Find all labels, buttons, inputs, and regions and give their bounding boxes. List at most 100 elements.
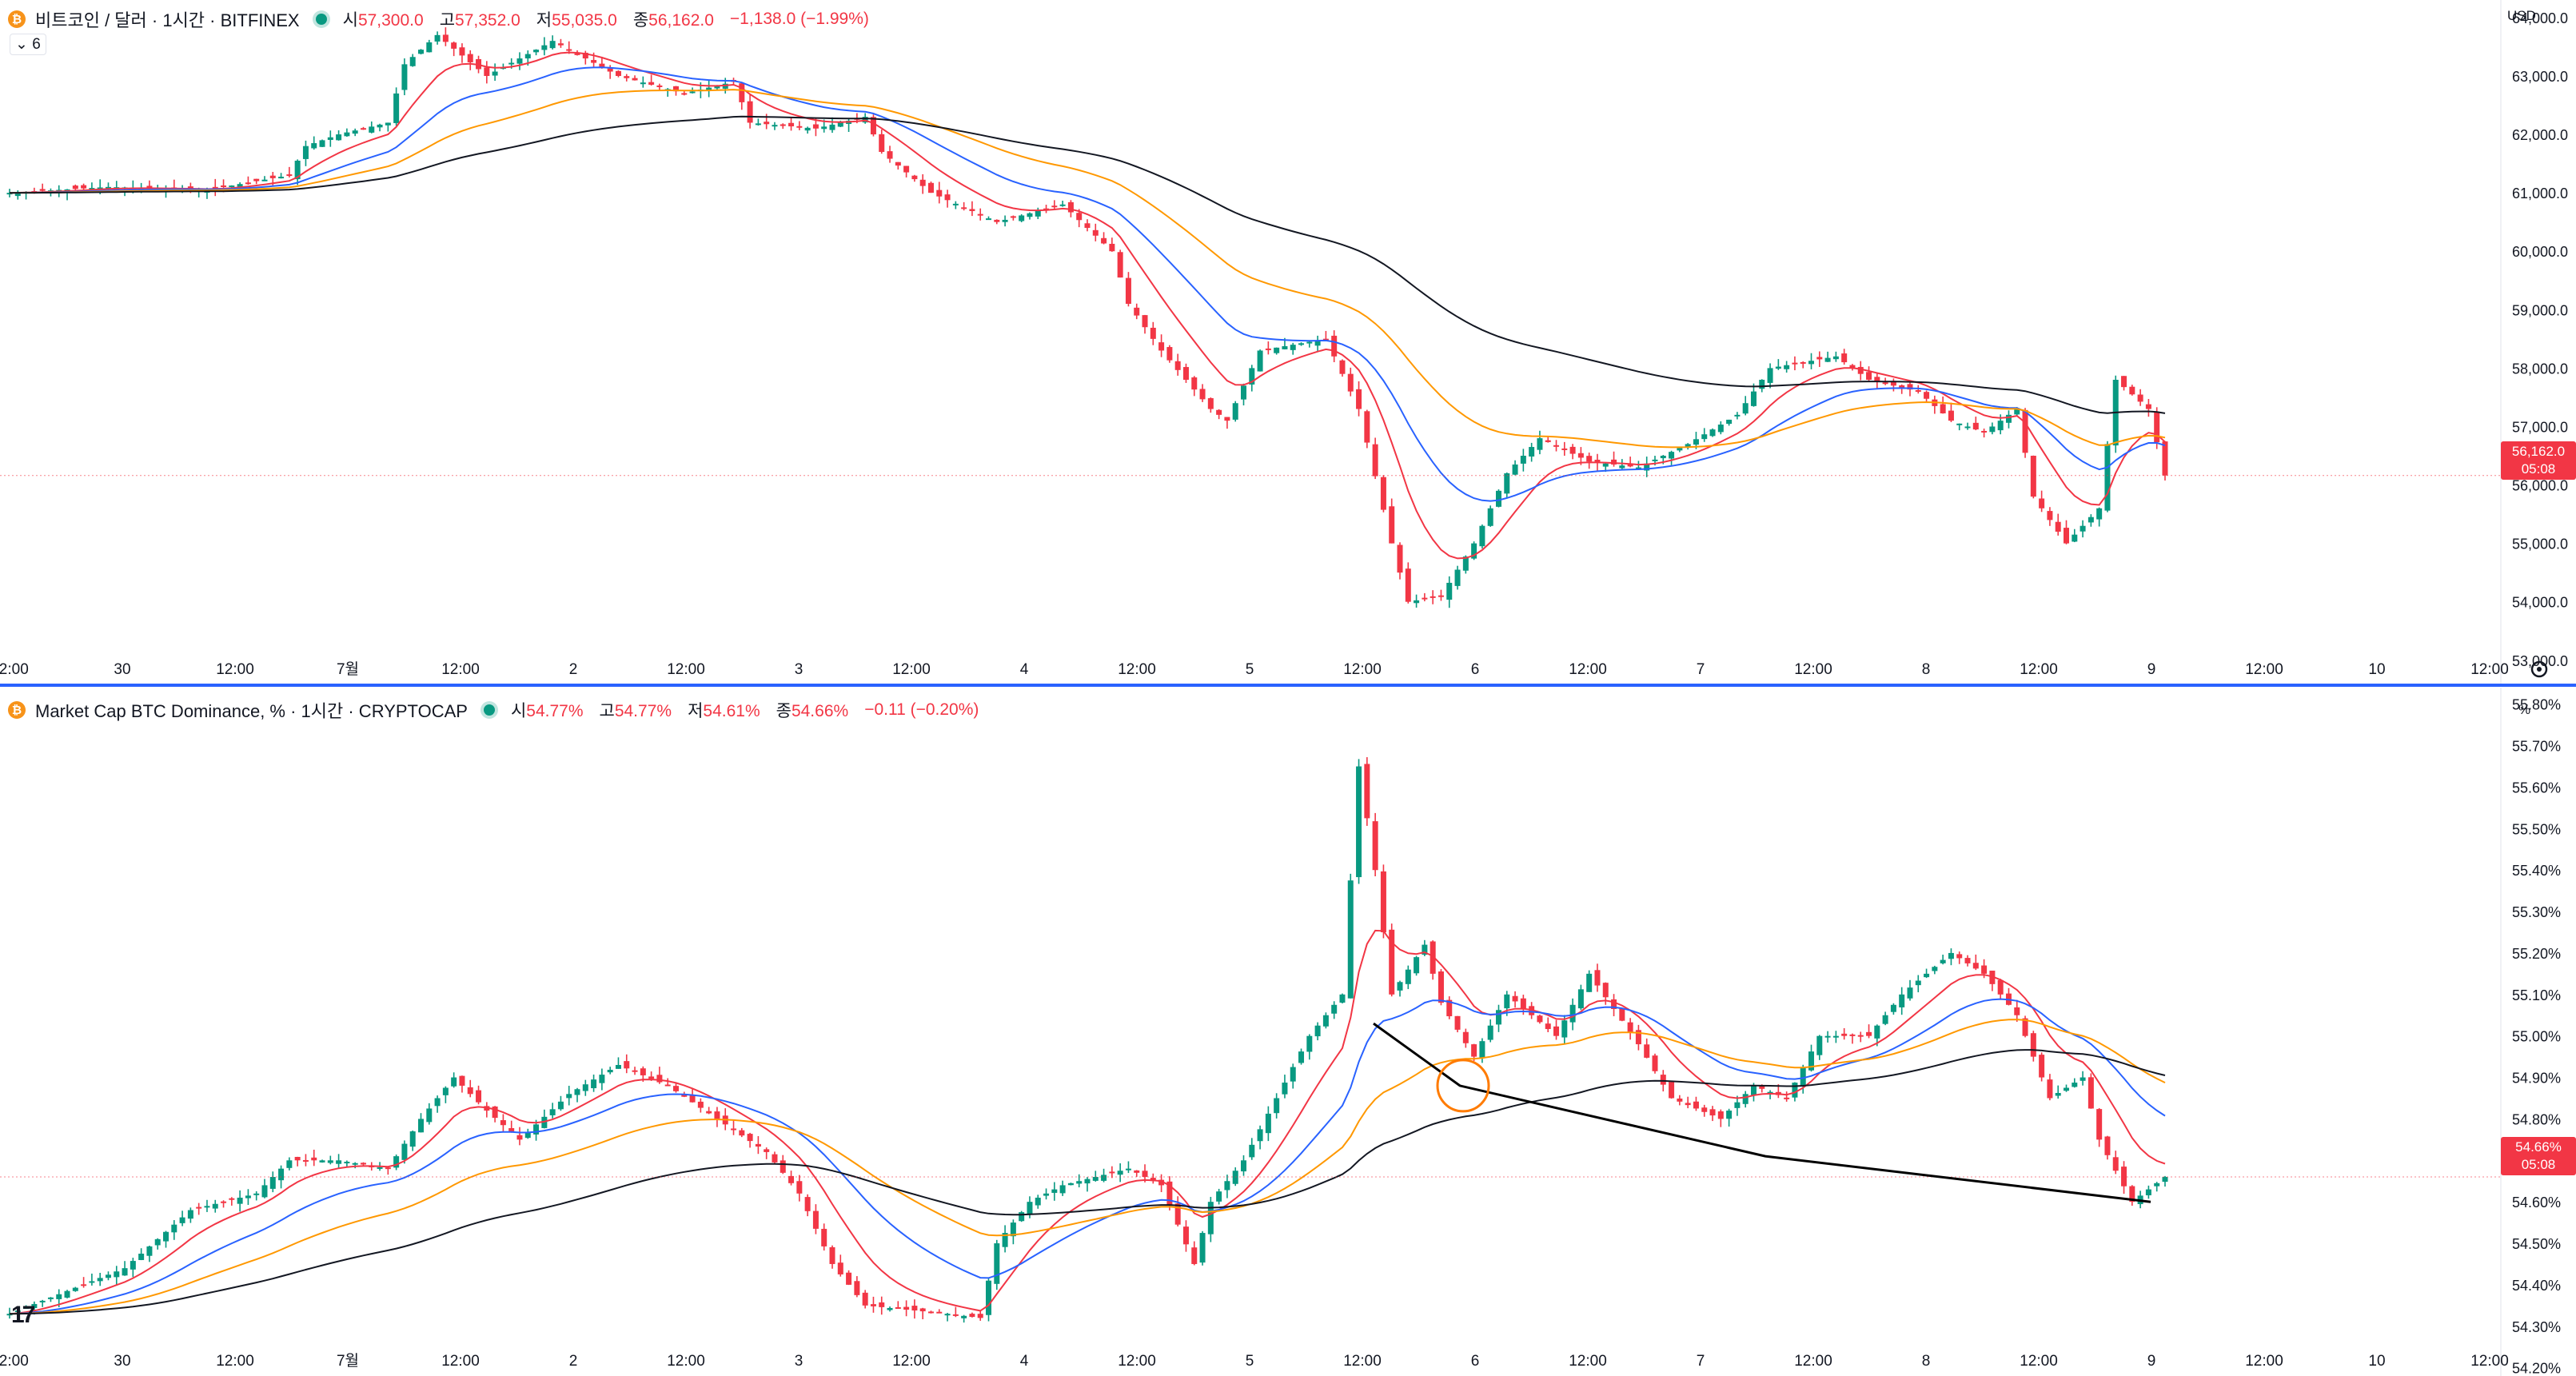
- candle-body[interactable]: [681, 1094, 688, 1097]
- candle-body[interactable]: [1487, 508, 1493, 526]
- candle-body[interactable]: [409, 57, 416, 66]
- candle-body[interactable]: [2055, 521, 2061, 532]
- candle-body[interactable]: [780, 124, 786, 126]
- candle-body[interactable]: [1027, 1202, 1033, 1215]
- candle-body[interactable]: [1471, 543, 1477, 559]
- candle-body[interactable]: [269, 175, 276, 178]
- candle-body[interactable]: [401, 1143, 408, 1160]
- candle-body[interactable]: [2047, 511, 2053, 520]
- candle-body[interactable]: [451, 1077, 457, 1087]
- candle-body[interactable]: [1339, 994, 1346, 1003]
- candle-body[interactable]: [369, 126, 375, 133]
- candle-body[interactable]: [1520, 456, 1526, 464]
- candle-body[interactable]: [327, 137, 333, 141]
- candle-body[interactable]: [895, 162, 901, 166]
- candle-body[interactable]: [731, 1128, 737, 1131]
- candle-body[interactable]: [2039, 498, 2045, 509]
- candle-body[interactable]: [969, 1314, 975, 1318]
- candle-body[interactable]: [1561, 1020, 1568, 1038]
- candle-body[interactable]: [1759, 1085, 1765, 1089]
- candle-body[interactable]: [879, 1302, 885, 1307]
- candle-body[interactable]: [1422, 944, 1428, 955]
- btc-price-chart[interactable]: 12:00 30 12:00 7월 12:00 2 12:00 3 12:00 4 12:00 5 12…: [0, 0, 2576, 684]
- candle-body[interactable]: [640, 1068, 646, 1075]
- candle-body[interactable]: [1487, 1025, 1493, 1040]
- candle-body[interactable]: [187, 1210, 193, 1219]
- candle-body[interactable]: [2096, 508, 2103, 520]
- candle-body[interactable]: [706, 87, 712, 91]
- candle-body[interactable]: [1405, 969, 1411, 984]
- candle-body[interactable]: [854, 1281, 860, 1295]
- candle-body[interactable]: [302, 146, 309, 159]
- candle-body[interactable]: [812, 1210, 819, 1229]
- candle-body[interactable]: [1677, 448, 1683, 451]
- candle-body[interactable]: [154, 1238, 161, 1246]
- candle-body[interactable]: [566, 49, 572, 51]
- candle-body[interactable]: [1742, 403, 1749, 414]
- candle-body[interactable]: [640, 82, 646, 85]
- candle-body[interactable]: [986, 1280, 992, 1315]
- candle-body[interactable]: [1347, 373, 1354, 392]
- candle-body[interactable]: [204, 1206, 210, 1208]
- candle-body[interactable]: [927, 182, 934, 193]
- candle-body[interactable]: [1019, 1212, 1025, 1222]
- candle-body[interactable]: [607, 1070, 613, 1073]
- candle-body[interactable]: [6, 1314, 13, 1316]
- candle-body[interactable]: [1380, 477, 1386, 510]
- candle-body[interactable]: [1051, 1189, 1058, 1193]
- candle-body[interactable]: [1084, 1179, 1091, 1184]
- candle-body[interactable]: [895, 1306, 901, 1309]
- candle-body[interactable]: [171, 1224, 177, 1233]
- candle-body[interactable]: [1471, 1044, 1477, 1057]
- candle-body[interactable]: [1832, 356, 1839, 360]
- candle-body[interactable]: [1577, 453, 1584, 458]
- candle-body[interactable]: [1784, 1097, 1790, 1099]
- candle-body[interactable]: [1924, 392, 1930, 399]
- candle-body[interactable]: [89, 188, 95, 190]
- candle-body[interactable]: [344, 1162, 350, 1164]
- candle-body[interactable]: [385, 1167, 391, 1170]
- candle-body[interactable]: [1569, 446, 1576, 454]
- candle-body[interactable]: [2112, 1157, 2119, 1171]
- percent-unit[interactable]: %: [2518, 702, 2531, 717]
- candle-body[interactable]: [1347, 880, 1354, 999]
- candle-body[interactable]: [1800, 361, 1806, 364]
- candle-body[interactable]: [138, 1253, 145, 1260]
- candle-body[interactable]: [1257, 1129, 1263, 1142]
- candle-body[interactable]: [648, 82, 655, 85]
- candle-body[interactable]: [1199, 1233, 1206, 1263]
- candle-body[interactable]: [1742, 1094, 1749, 1104]
- candle-body[interactable]: [1174, 1203, 1181, 1225]
- candle-body[interactable]: [377, 124, 383, 128]
- candle-body[interactable]: [1158, 342, 1165, 351]
- candle-body[interactable]: [927, 1311, 934, 1314]
- candle-body[interactable]: [2121, 376, 2127, 388]
- candle-body[interactable]: [56, 1294, 62, 1299]
- candle-body[interactable]: [1495, 490, 1501, 507]
- candle-body[interactable]: [1857, 1035, 1864, 1037]
- candle-body[interactable]: [327, 1160, 333, 1163]
- candle-body[interactable]: [1380, 871, 1386, 933]
- candle-body[interactable]: [788, 1175, 795, 1183]
- candle-body[interactable]: [377, 1167, 383, 1169]
- candle-body[interactable]: [952, 1314, 959, 1316]
- candle-body[interactable]: [739, 83, 745, 102]
- candle-body[interactable]: [31, 1303, 38, 1308]
- candle-body[interactable]: [1191, 377, 1198, 390]
- candle-body[interactable]: [747, 101, 753, 123]
- candle-body[interactable]: [89, 1281, 95, 1283]
- candle-body[interactable]: [1274, 347, 1280, 353]
- candle-body[interactable]: [1101, 1175, 1107, 1181]
- candle-body[interactable]: [1693, 1101, 1699, 1109]
- candle-body[interactable]: [936, 1311, 943, 1314]
- candle-body[interactable]: [163, 1231, 169, 1242]
- candle-body[interactable]: [1182, 1226, 1189, 1245]
- candle-body[interactable]: [1545, 1023, 1551, 1030]
- candle-body[interactable]: [821, 1228, 827, 1246]
- candle-body[interactable]: [1249, 1144, 1255, 1158]
- candle-body[interactable]: [1619, 465, 1625, 469]
- candle-body[interactable]: [196, 1206, 202, 1209]
- candle-body[interactable]: [286, 174, 293, 177]
- candle-body[interactable]: [829, 1246, 835, 1264]
- candle-body[interactable]: [1207, 398, 1214, 409]
